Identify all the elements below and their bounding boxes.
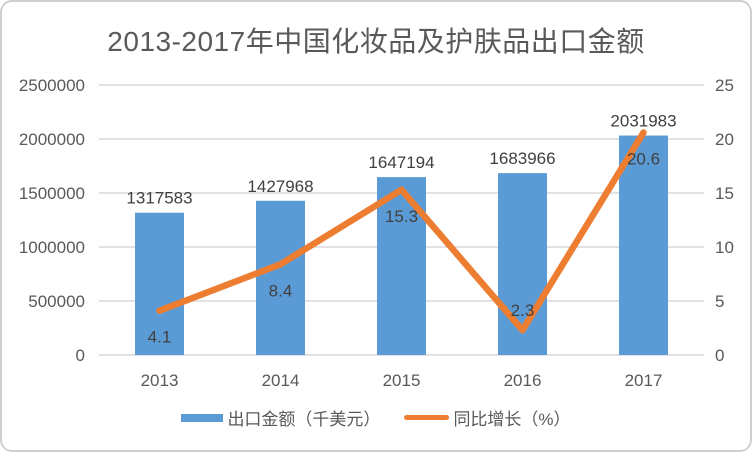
- x-axis-label-2015: 2015: [383, 371, 421, 390]
- chart-title: 2013-2017年中国化妆品及护肤品出口金额: [107, 26, 645, 57]
- legend: 出口金额（千美元） 同比增长（%）: [2, 405, 750, 430]
- line-data-label-2013: 4.1: [148, 328, 172, 347]
- legend-item-export-amount: 出口金额（千美元）: [181, 405, 380, 430]
- legend-item-yoy-growth: 同比增长（%）: [404, 405, 571, 430]
- bar-data-label-2015: 1647194: [368, 153, 434, 172]
- legend-label-yoy-growth: 同比增长（%）: [453, 410, 571, 429]
- bar-data-label-2017: 2031983: [610, 112, 676, 131]
- growth-line: [156, 129, 647, 334]
- left-axis-tick-label: 0: [76, 346, 85, 365]
- right-axis-tick-label: 20: [715, 130, 734, 149]
- x-axis-label-2013: 2013: [141, 371, 179, 390]
- bar-2014: [256, 200, 305, 355]
- line-data-label-2017: 20.6: [627, 150, 660, 169]
- x-axis-label-2017: 2017: [625, 371, 663, 390]
- right-axis-tick-label: 5: [715, 292, 724, 311]
- line-data-label-2014: 8.4: [269, 281, 293, 300]
- bar-series-swatch-icon: [181, 413, 224, 422]
- left-axis-tick-label: 2500000: [19, 76, 85, 95]
- left-axis-tick-label: 1500000: [19, 184, 85, 203]
- bar-data-label-2013: 1317583: [126, 189, 192, 208]
- right-axis-tick-label: 0: [715, 346, 724, 365]
- left-axis-tick-label: 500000: [28, 292, 85, 311]
- right-axis-tick-label: 15: [715, 184, 734, 203]
- line-data-label-2015: 15.3: [385, 207, 418, 226]
- line-data-label-2016: 2.3: [511, 301, 535, 320]
- left-axis-tick-label: 1000000: [19, 238, 85, 257]
- left-axis-tick-label: 2000000: [19, 130, 85, 149]
- right-axis-tick-label: 25: [715, 76, 734, 95]
- right-axis-tick-label: 10: [715, 238, 734, 257]
- line-series-swatch-icon: [404, 415, 450, 420]
- bar-2017: [619, 135, 668, 355]
- x-axis-label-2016: 2016: [504, 371, 542, 390]
- x-axis-label-2014: 2014: [262, 371, 300, 390]
- bar-2013: [135, 212, 184, 355]
- bar-data-label-2016: 1683966: [489, 149, 555, 168]
- bar-data-label-2014: 1427968: [247, 177, 313, 196]
- legend-label-export-amount: 出口金额（千美元）: [227, 410, 381, 429]
